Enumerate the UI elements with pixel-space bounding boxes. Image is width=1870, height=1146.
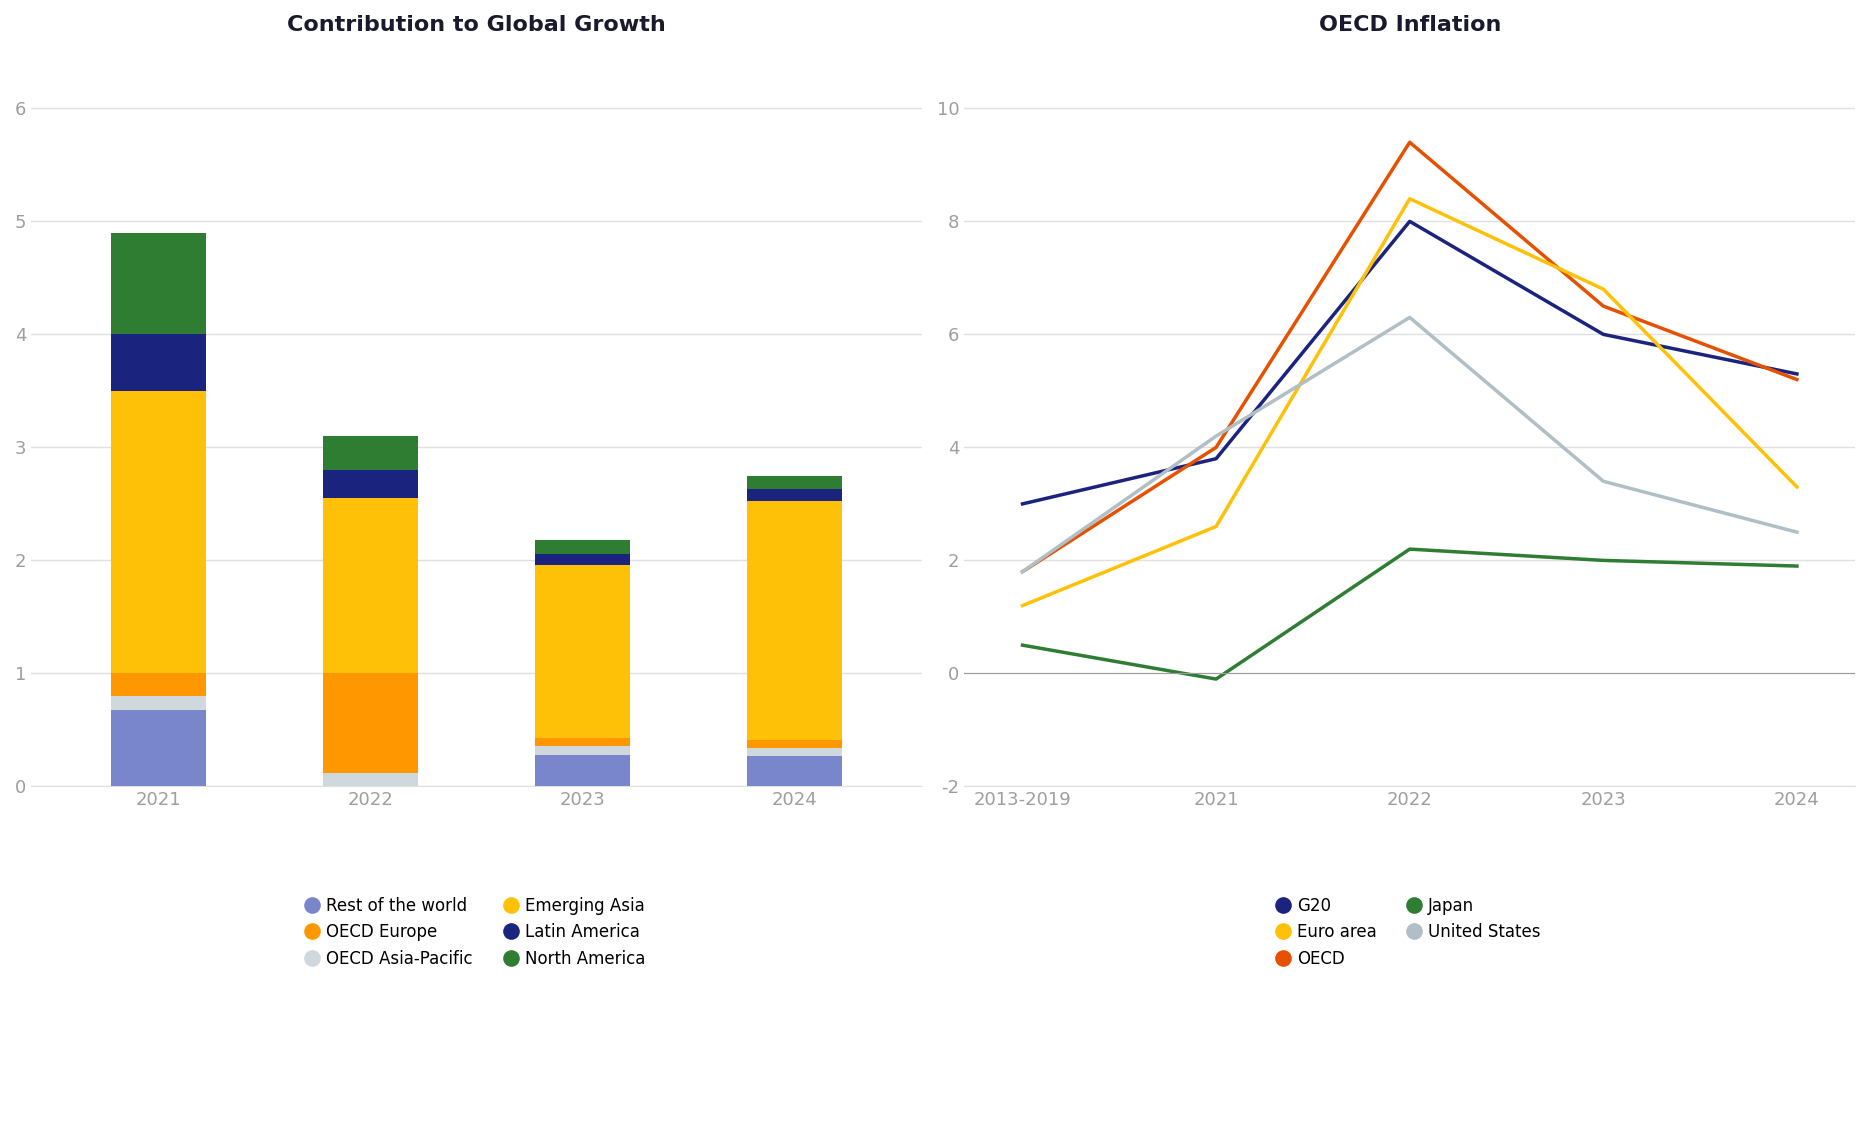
United States xyxy=(1204,430,1227,444)
Line: Euro area: Euro area xyxy=(1023,198,1797,605)
Bar xyxy=(535,554,630,565)
Bar xyxy=(110,674,206,696)
Bar xyxy=(746,748,842,756)
OECD xyxy=(1591,299,1614,313)
Euro area xyxy=(1399,191,1421,205)
Legend: G20, Euro area, OECD, Japan, United States: G20, Euro area, OECD, Japan, United Stat… xyxy=(1272,890,1548,974)
Bar xyxy=(535,738,630,746)
OECD xyxy=(1786,372,1808,386)
Bar xyxy=(746,756,842,786)
Bar xyxy=(324,470,419,499)
Bar xyxy=(110,709,206,786)
G20 xyxy=(1591,328,1614,342)
G20 xyxy=(1012,497,1034,511)
United States xyxy=(1012,565,1034,579)
Line: OECD: OECD xyxy=(1023,142,1797,572)
Bar xyxy=(746,489,842,501)
G20 xyxy=(1786,367,1808,380)
Line: Japan: Japan xyxy=(1023,549,1797,680)
Bar xyxy=(746,476,842,489)
Euro area xyxy=(1591,282,1614,296)
Title: Contribution to Global Growth: Contribution to Global Growth xyxy=(288,15,666,36)
Japan xyxy=(1012,638,1034,652)
Bar xyxy=(324,674,419,772)
Euro area xyxy=(1012,598,1034,612)
Bar xyxy=(535,746,630,755)
Japan xyxy=(1204,673,1227,686)
Bar xyxy=(110,233,206,335)
United States xyxy=(1786,525,1808,539)
Bar xyxy=(535,755,630,786)
OECD xyxy=(1012,565,1034,579)
Japan xyxy=(1591,554,1614,567)
Line: United States: United States xyxy=(1023,317,1797,572)
Legend: Rest of the world, OECD Europe, OECD Asia-Pacific, Emerging Asia, Latin America,: Rest of the world, OECD Europe, OECD Asi… xyxy=(301,890,653,974)
Bar xyxy=(535,565,630,738)
G20 xyxy=(1399,214,1421,228)
Bar xyxy=(535,540,630,554)
Bar xyxy=(110,391,206,674)
Bar xyxy=(324,499,419,674)
G20 xyxy=(1204,452,1227,465)
Line: G20: G20 xyxy=(1023,221,1797,504)
OECD xyxy=(1399,135,1421,149)
Bar xyxy=(324,437,419,470)
Bar xyxy=(110,696,206,709)
OECD xyxy=(1204,440,1227,454)
Bar xyxy=(110,335,206,391)
Japan xyxy=(1786,559,1808,573)
United States xyxy=(1591,474,1614,488)
Bar xyxy=(324,772,419,786)
Bar xyxy=(746,501,842,740)
Title: OECD Inflation: OECD Inflation xyxy=(1318,15,1502,36)
Bar xyxy=(746,740,842,748)
United States xyxy=(1399,311,1421,324)
Japan xyxy=(1399,542,1421,556)
Euro area xyxy=(1786,480,1808,494)
Euro area xyxy=(1204,519,1227,533)
